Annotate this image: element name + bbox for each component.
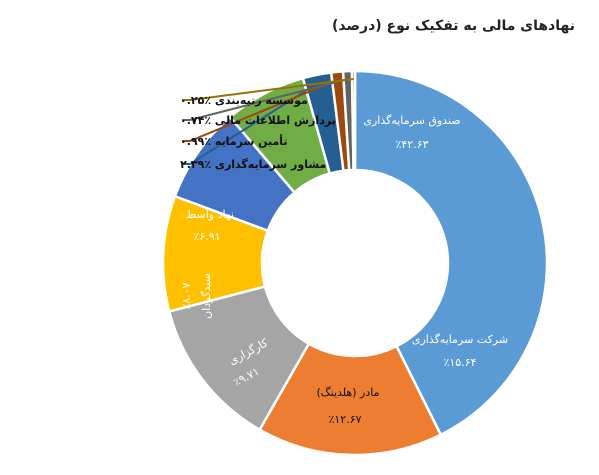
slice-label: شرکت سرمایه‌گذاری	[412, 333, 508, 346]
callout-label: تأمین سرمایه ٪۰.۹۹	[180, 134, 288, 148]
pie-slice-10	[350, 69, 357, 172]
chart-title: نهادهای مالی به تفکیک نوع (درصد)	[332, 18, 575, 34]
slice-label: صندوق سرمایه‌گذاری	[363, 114, 460, 127]
slice-value-label: ٪۴۲.۶۳	[395, 138, 428, 151]
slice-label: سبدگردان	[200, 273, 213, 319]
callout-label: موسسه رتبه‌بندی ٪۰.۲۵	[180, 94, 308, 107]
callout-label: مشاور سرمایه‌گذاری ٪۲.۳۹	[180, 158, 326, 171]
callout-label: پردازش اطلاعات مالی ٪۰.۷۴	[180, 114, 336, 127]
callout-leader-line	[182, 78, 349, 121]
slice-value-label: ٪۱۵.۶۴	[443, 356, 476, 369]
slice-value-label: ٪۸.۰۷	[180, 282, 193, 309]
slice-value-label: ٪۱۲.۶۷	[328, 413, 361, 426]
slice-label: مادر (هلدینگ)	[317, 386, 380, 399]
slice-value-label: ٪۶.۹۱	[193, 230, 220, 243]
callout-leader-line	[182, 78, 339, 142]
callout-leader-line	[182, 78, 354, 101]
slice-label: نهاد واسط	[186, 208, 234, 221]
pie-slice-2	[257, 342, 443, 457]
pie-slice-1	[353, 69, 549, 437]
callout-leader-line	[182, 81, 320, 165]
